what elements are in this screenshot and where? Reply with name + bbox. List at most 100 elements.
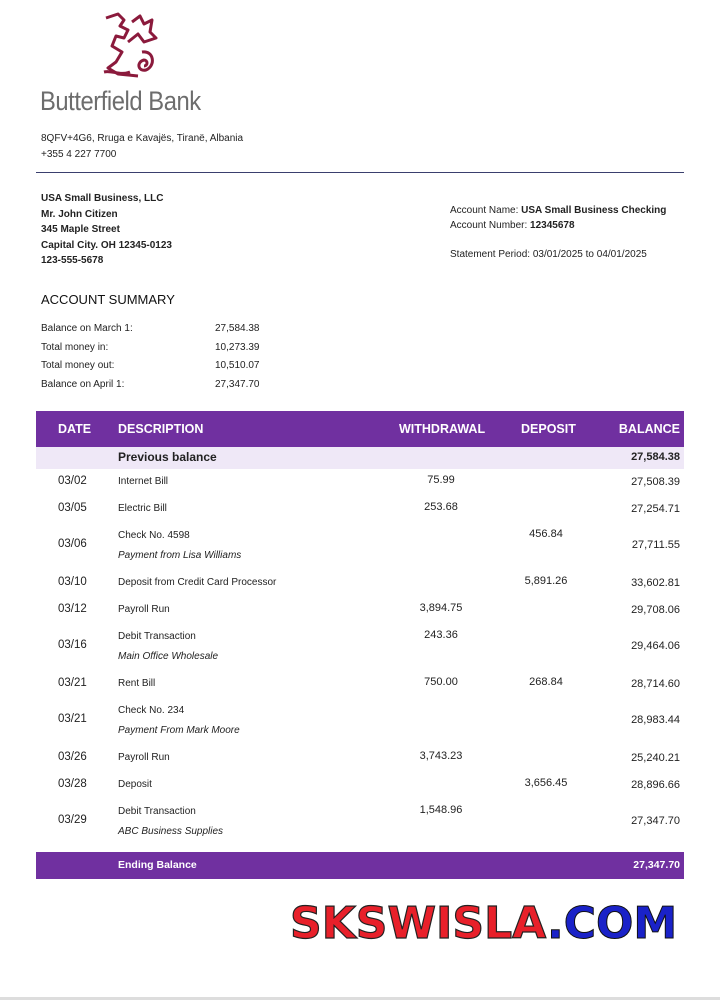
summary-row: Total money in: 10,273.39 [41, 339, 260, 358]
cell-description: Debit Transaction [118, 806, 196, 817]
table-row: 03/02 Internet Bill 75.99 27,508.39 [36, 469, 684, 496]
summary-label: Balance on April 1: [41, 378, 125, 390]
cell-date: 03/28 [58, 778, 87, 790]
summary-label: Total money in: [41, 341, 109, 353]
header-divider [36, 172, 684, 173]
table-row: 03/28 Deposit 3,656.45 28,896.66 [36, 772, 684, 799]
cell-balance: 29,464.06 [631, 640, 680, 652]
cell-withdrawal: 75.99 [427, 474, 455, 486]
cell-description-detail: Payment From Mark Moore [118, 725, 240, 736]
cell-withdrawal: 243.36 [424, 629, 458, 641]
watermark-red: SKSWISLA [289, 897, 547, 949]
cell-date: 03/12 [58, 603, 87, 615]
table-header: DATE DESCRIPTION WITHDRAWAL DEPOSIT BALA… [36, 411, 684, 447]
cell-balance: 27,254.71 [631, 503, 680, 515]
ending-balance-row: Ending Balance 27,347.70 [36, 852, 684, 879]
table-row: 03/12 Payroll Run 3,894.75 29,708.06 [36, 597, 684, 624]
statement-period: Statement Period: 03/01/2025 to 04/01/20… [450, 249, 647, 260]
customer-street: 345 Maple Street [41, 224, 120, 235]
page-bottom-edge [0, 997, 720, 1000]
table-row: 03/06 Check No. 4598 456.84 27,711.55 Paymen… [36, 523, 684, 570]
cell-date: 03/05 [58, 502, 87, 514]
previous-balance-label: Previous balance [118, 450, 217, 464]
transactions-table: DATE DESCRIPTION WITHDRAWAL DEPOSIT BALA… [36, 411, 684, 879]
summary-title: ACCOUNT SUMMARY [41, 292, 175, 307]
table-row: 03/21 Rent Bill 750.00 268.84 28,714.60 [36, 671, 684, 698]
customer-contact: Mr. John Citizen [41, 208, 118, 220]
summary-label: Total money out: [41, 360, 115, 371]
cell-withdrawal: 1,548.96 [419, 804, 463, 816]
cell-balance: 27,711.55 [631, 539, 680, 551]
previous-balance-value: 27,584.38 [631, 451, 680, 463]
cell-description: Payroll Run [118, 604, 170, 615]
bank-name: Butterfield Bank [40, 86, 201, 116]
account-summary: Balance on March 1: 27,584.38 Total money… [41, 320, 260, 394]
cell-deposit: 3,656.45 [524, 777, 568, 789]
cell-date: 03/16 [58, 639, 87, 651]
summary-row: Balance on March 1: 27,584.38 [41, 320, 260, 339]
cell-deposit: 5,891.26 [524, 575, 568, 587]
cell-description-detail: ABC Business Supplies [118, 826, 224, 837]
ending-balance-label: Ending Balance [118, 859, 197, 871]
cell-date: 03/21 [58, 677, 87, 689]
cell-description: Check No. 4598 [118, 530, 190, 541]
bank-phone: +355 4 227 7700 [41, 149, 117, 160]
table-body: 03/02 Internet Bill 75.99 27,508.39 03/05 Ele… [36, 469, 684, 846]
cell-description: Electric Bill [118, 503, 167, 514]
summary-row: Total money out: 10,510.07 [41, 357, 260, 376]
cell-withdrawal: 750.00 [424, 676, 458, 688]
summary-value: 27,584.38 [215, 323, 260, 334]
table-row: 03/21 Check No. 234 28,983.44 Payment From … [36, 698, 684, 745]
customer-block: USA Small Business, LLC Mr. John Citizen… [41, 191, 172, 269]
table-row: 03/26 Payroll Run 3,743.23 25,240.21 [36, 745, 684, 772]
summary-value: 10,510.07 [215, 360, 260, 371]
cell-date: 03/21 [58, 713, 87, 725]
summary-label: Balance on March 1: [41, 323, 133, 334]
customer-city: Capital City. OH 12345-0123 [41, 239, 172, 251]
customer-company: USA Small Business, LLC [41, 193, 164, 204]
cell-balance: 27,347.70 [631, 815, 680, 827]
account-name-label: Account Name: [450, 205, 519, 216]
account-number-label: Account Number: [450, 220, 528, 231]
cell-date: 03/10 [58, 576, 87, 588]
cell-deposit: 268.84 [529, 676, 563, 688]
watermark-blue: .COM [546, 898, 678, 950]
cell-description: Check No. 234 [118, 705, 185, 716]
customer-phone: 123-555-5678 [41, 255, 104, 266]
column-header-description: DESCRIPTION [118, 422, 204, 436]
cell-balance: 28,714.60 [631, 678, 680, 690]
previous-balance-row: Previous balance 27,584.38 [36, 447, 684, 469]
summary-value: 27,347.70 [215, 378, 260, 390]
account-name: USA Small Business Checking [521, 205, 667, 216]
cell-description: Deposit [118, 779, 152, 790]
bank-address: 8QFV+4G6, Rruga e Kavajës, Tiranë, Alban… [41, 133, 244, 144]
cell-balance: 25,240.21 [631, 752, 680, 764]
column-header-withdrawal: WITHDRAWAL [399, 422, 486, 436]
account-number: 12345678 [530, 220, 575, 231]
bank-contact: 8QFV+4G6, Rruga e Kavajës, Tiranë, Alban… [41, 131, 243, 163]
column-header-balance: BALANCE [618, 422, 680, 436]
table-row: 03/16 Debit Transaction 243.36 29,464.06 Mai… [36, 624, 684, 671]
table-row: 03/29 Debit Transaction 1,548.96 27,347.70 A… [36, 799, 684, 846]
cell-date: 03/02 [58, 475, 87, 487]
cell-balance: 27,508.39 [631, 476, 680, 488]
cell-description: Debit Transaction [118, 631, 196, 642]
summary-value: 10,273.39 [215, 341, 260, 353]
cell-withdrawal: 3,894.75 [419, 602, 463, 614]
column-header-date: DATE [58, 422, 92, 436]
bank-logo-dragon-icon [103, 12, 158, 78]
cell-description: Rent Bill [118, 678, 156, 689]
column-header-deposit: DEPOSIT [521, 422, 576, 436]
table-row: 03/10 Deposit from Credit Card Processor 5… [36, 570, 684, 597]
cell-date: 03/26 [58, 751, 87, 763]
summary-row: Balance on April 1: 27,347.70 [41, 376, 260, 395]
cell-description: Internet Bill [118, 476, 169, 487]
cell-balance: 29,708.06 [631, 604, 680, 616]
ending-balance-value: 27,347.70 [633, 859, 680, 871]
cell-withdrawal: 3,743.23 [419, 750, 463, 762]
watermark: SKSWISLA.COM [289, 897, 678, 950]
cell-description-detail: Payment from Lisa Williams [118, 550, 242, 561]
cell-balance: 28,983.44 [631, 714, 680, 726]
cell-description: Deposit from Credit Card Processor [118, 577, 277, 588]
cell-withdrawal: 253.68 [424, 501, 458, 513]
